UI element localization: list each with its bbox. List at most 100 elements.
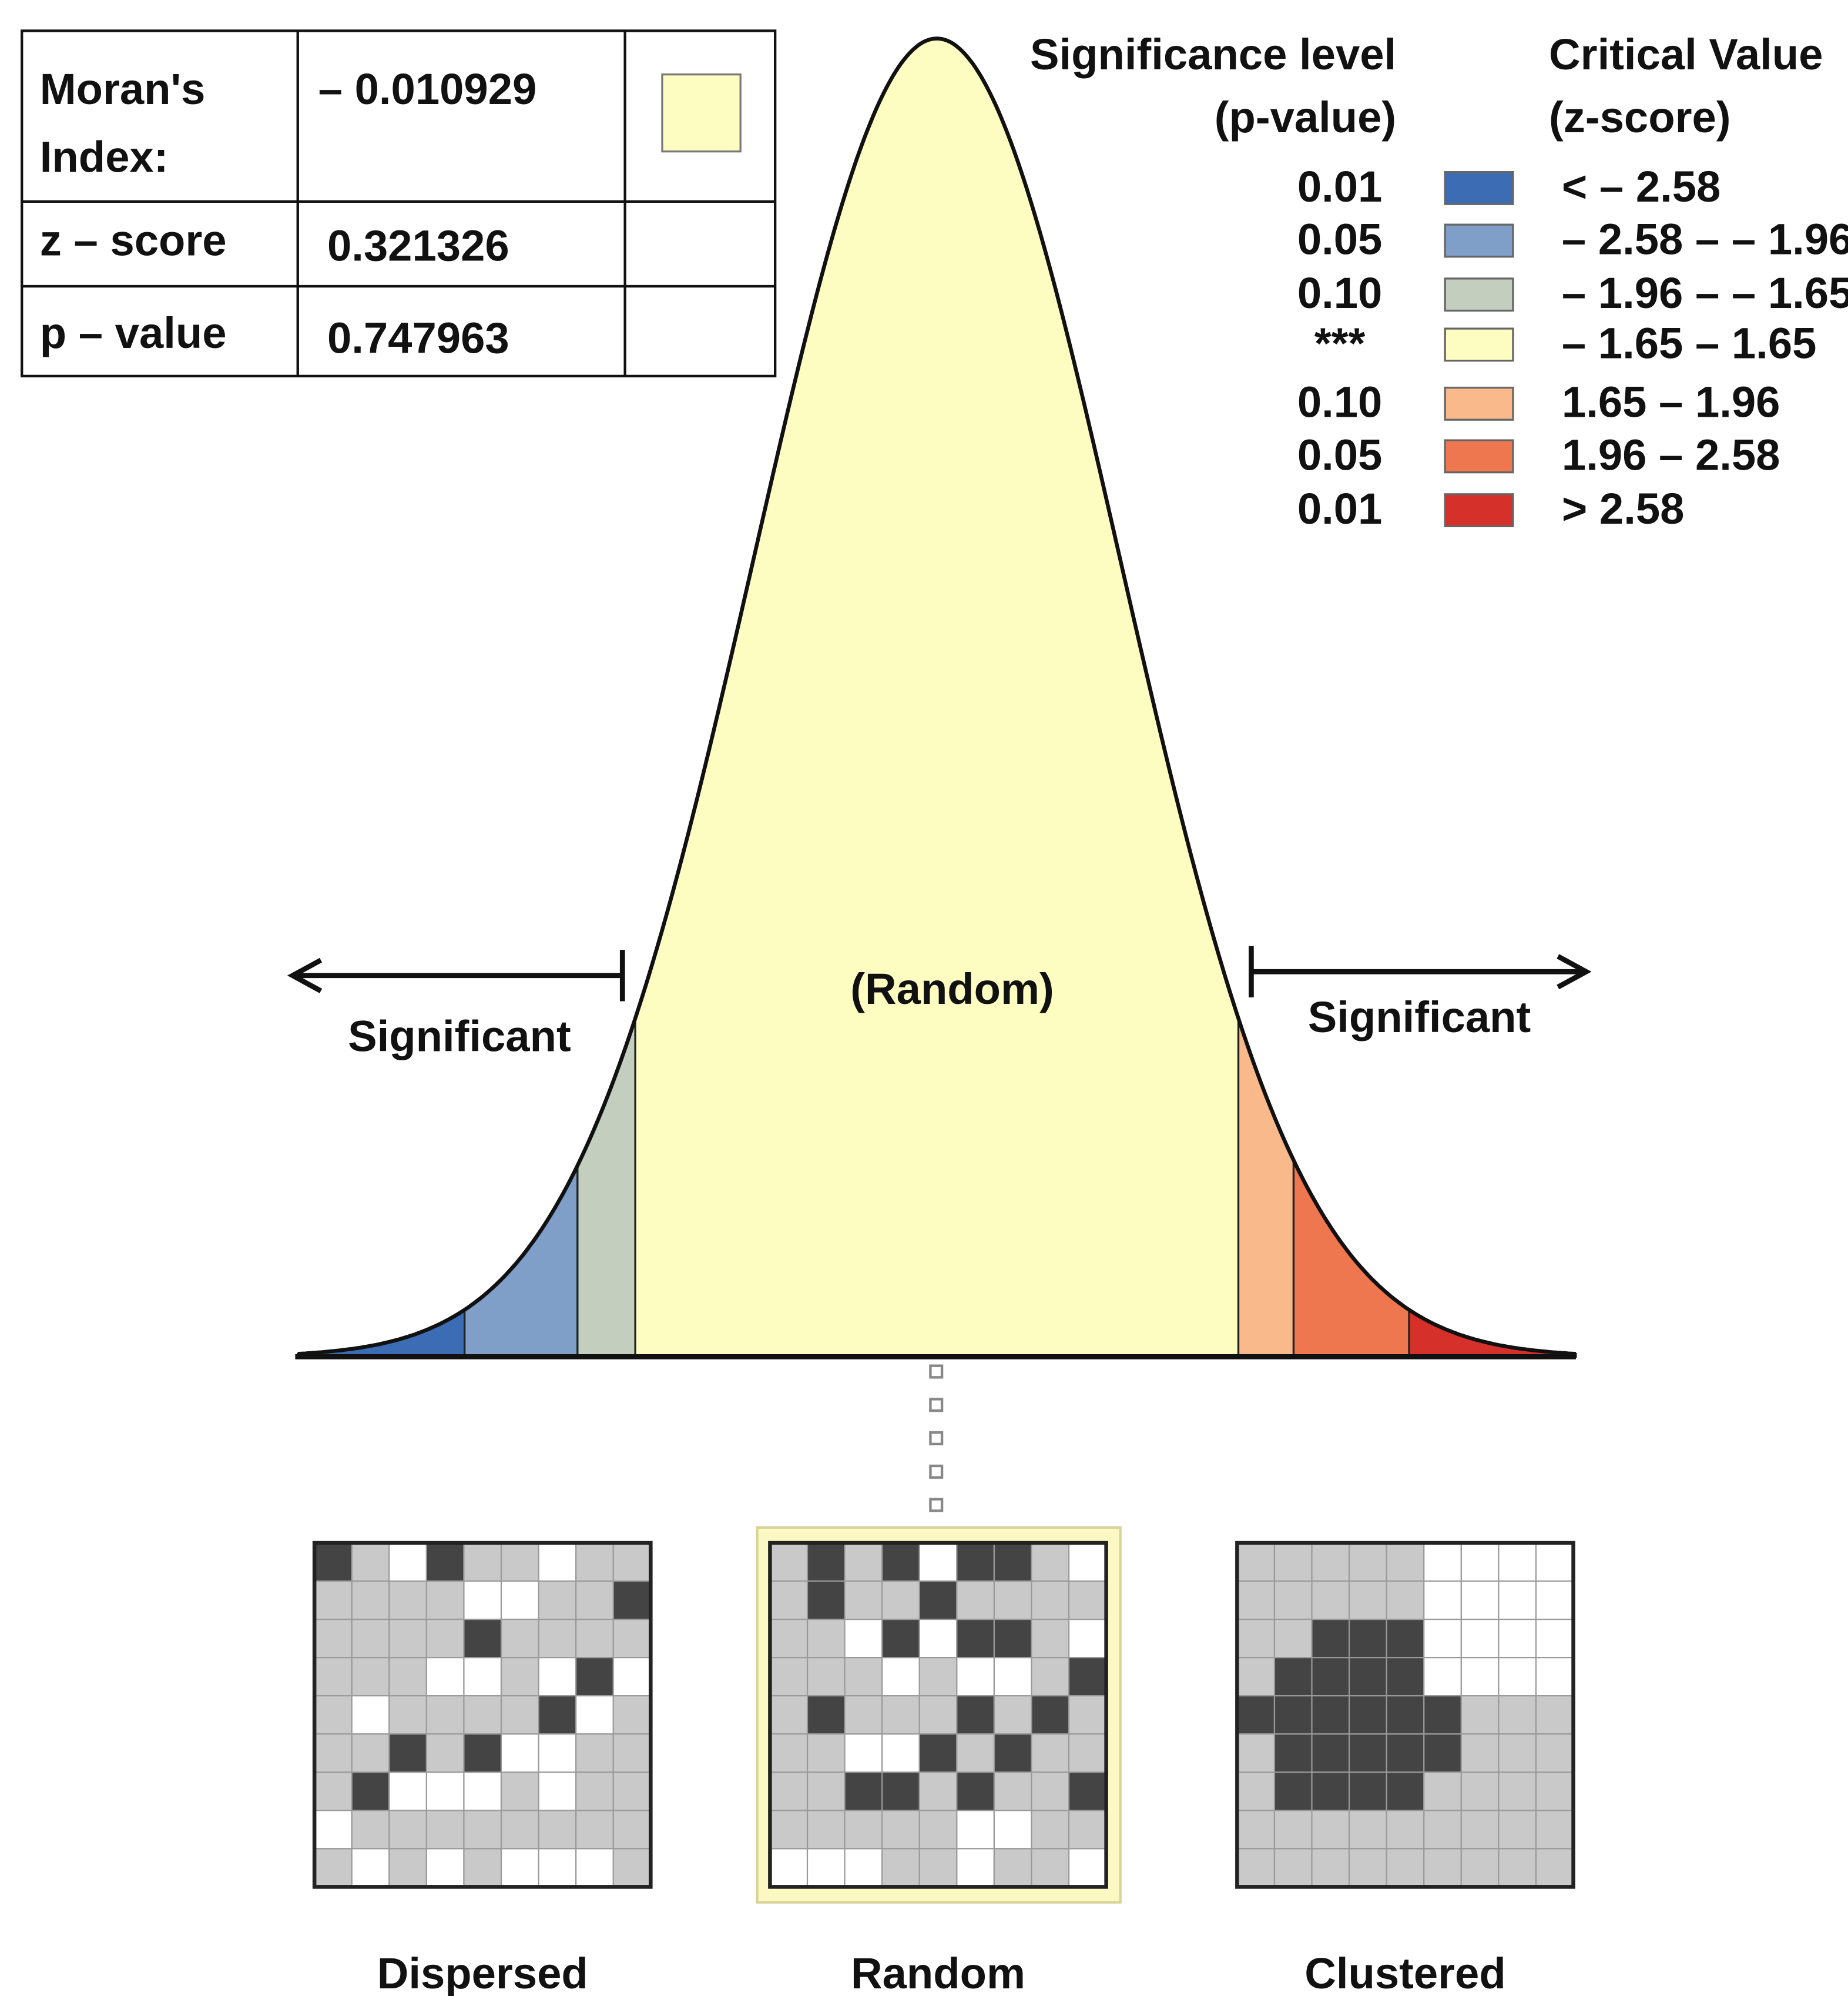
map-cell xyxy=(1349,1542,1387,1582)
map-cell xyxy=(956,1695,995,1735)
map-cell xyxy=(1349,1733,1387,1773)
map-cell xyxy=(881,1657,920,1697)
map-label: Dispersed xyxy=(377,1949,588,1996)
map-cell xyxy=(918,1657,958,1697)
map-cell xyxy=(1423,1810,1462,1850)
legend-p: *** xyxy=(1314,319,1366,367)
legend-range: < – 2.58 xyxy=(1562,162,1720,211)
legend-swatch xyxy=(1444,439,1514,474)
map-cell xyxy=(351,1695,390,1735)
map-cell xyxy=(463,1733,502,1773)
map-cell xyxy=(351,1771,390,1811)
map-cell xyxy=(1068,1542,1107,1582)
map-cell xyxy=(1031,1542,1070,1582)
map-cell xyxy=(612,1848,652,1888)
map-cell xyxy=(1273,1657,1313,1697)
map-cell xyxy=(769,1619,809,1659)
map-cell xyxy=(844,1848,883,1888)
map-cell xyxy=(1236,1733,1276,1773)
map-cell xyxy=(500,1733,539,1773)
map-cell xyxy=(388,1695,427,1735)
map-cell xyxy=(575,1848,614,1888)
map-cell xyxy=(1236,1848,1276,1888)
map-cell xyxy=(388,1619,427,1659)
map-cell xyxy=(575,1619,614,1659)
dot xyxy=(929,1498,944,1512)
result-swatch xyxy=(661,73,742,153)
map-cell xyxy=(993,1733,1032,1773)
map-cell xyxy=(806,1542,846,1582)
map-cell xyxy=(500,1848,539,1888)
map-cell xyxy=(1386,1542,1425,1582)
map-cell xyxy=(425,1695,465,1735)
map-cell xyxy=(500,1810,539,1850)
map-cell xyxy=(463,1619,502,1659)
legend-swatch xyxy=(1444,277,1514,312)
map-cell xyxy=(425,1580,465,1620)
legend-p: 0.10 xyxy=(1297,378,1383,427)
map-cell xyxy=(1031,1619,1070,1659)
row-label: z – score xyxy=(40,216,227,265)
map-cell xyxy=(1423,1542,1462,1582)
map-cell xyxy=(425,1810,465,1850)
map-cell xyxy=(1311,1580,1350,1620)
map-cell xyxy=(806,1580,846,1620)
map-cell xyxy=(538,1695,577,1735)
map-cell xyxy=(1460,1695,1500,1735)
map-cell xyxy=(844,1657,883,1697)
map-cell xyxy=(538,1771,577,1811)
map-cell xyxy=(500,1542,539,1582)
map-cell xyxy=(1349,1848,1387,1888)
map-cell xyxy=(314,1810,353,1850)
map-cell xyxy=(1423,1580,1462,1620)
map-cell xyxy=(1068,1848,1107,1888)
map-cell xyxy=(388,1848,427,1888)
map-cell xyxy=(1498,1733,1537,1773)
map-cell xyxy=(500,1771,539,1811)
map-cell xyxy=(1460,1580,1500,1620)
legend-p: 0.10 xyxy=(1297,269,1383,317)
map-cell xyxy=(1349,1771,1387,1811)
map-cell xyxy=(769,1810,809,1850)
map-cell xyxy=(993,1771,1032,1811)
dot xyxy=(929,1431,944,1446)
map-cell xyxy=(612,1695,652,1735)
map-cell xyxy=(425,1771,465,1811)
map-cell xyxy=(1236,1542,1276,1582)
map-cell xyxy=(1349,1657,1387,1697)
map-cell xyxy=(612,1657,652,1697)
significant-label: Significant xyxy=(348,1012,571,1061)
dot xyxy=(929,1464,944,1479)
map-cell xyxy=(1423,1848,1462,1888)
map-cell xyxy=(844,1695,883,1735)
legend-header: (z-score) xyxy=(1549,93,1730,142)
map-cell xyxy=(1068,1580,1107,1620)
map-cell xyxy=(1498,1619,1537,1659)
map-cell xyxy=(1031,1848,1070,1888)
map-cell xyxy=(1068,1771,1107,1811)
map-cell xyxy=(1498,1771,1537,1811)
map-cell xyxy=(1498,1542,1537,1582)
map-cell xyxy=(993,1580,1032,1620)
legend-range: – 1.65 – 1.65 xyxy=(1562,319,1817,367)
map-cell xyxy=(1460,1848,1500,1888)
map-cell xyxy=(1386,1733,1425,1773)
legend-range: – 2.58 – – 1.96 xyxy=(1562,215,1848,263)
map-cell xyxy=(1386,1771,1425,1811)
map-cell xyxy=(918,1733,958,1773)
map-cell xyxy=(538,1657,577,1697)
map-cell xyxy=(314,1580,353,1620)
map-cell xyxy=(314,1657,353,1697)
map-cell xyxy=(538,1848,577,1888)
map-cell xyxy=(314,1542,353,1582)
map-cell xyxy=(1535,1695,1574,1735)
map-cell xyxy=(806,1771,846,1811)
map-cell xyxy=(1535,1619,1574,1659)
legend-range: – 1.96 – – 1.65 xyxy=(1562,269,1848,317)
legend-swatch xyxy=(1444,327,1514,362)
map-cell xyxy=(575,1542,614,1582)
map-cell xyxy=(1068,1810,1107,1850)
map-cell xyxy=(1311,1619,1350,1659)
map-cell xyxy=(1349,1695,1387,1735)
